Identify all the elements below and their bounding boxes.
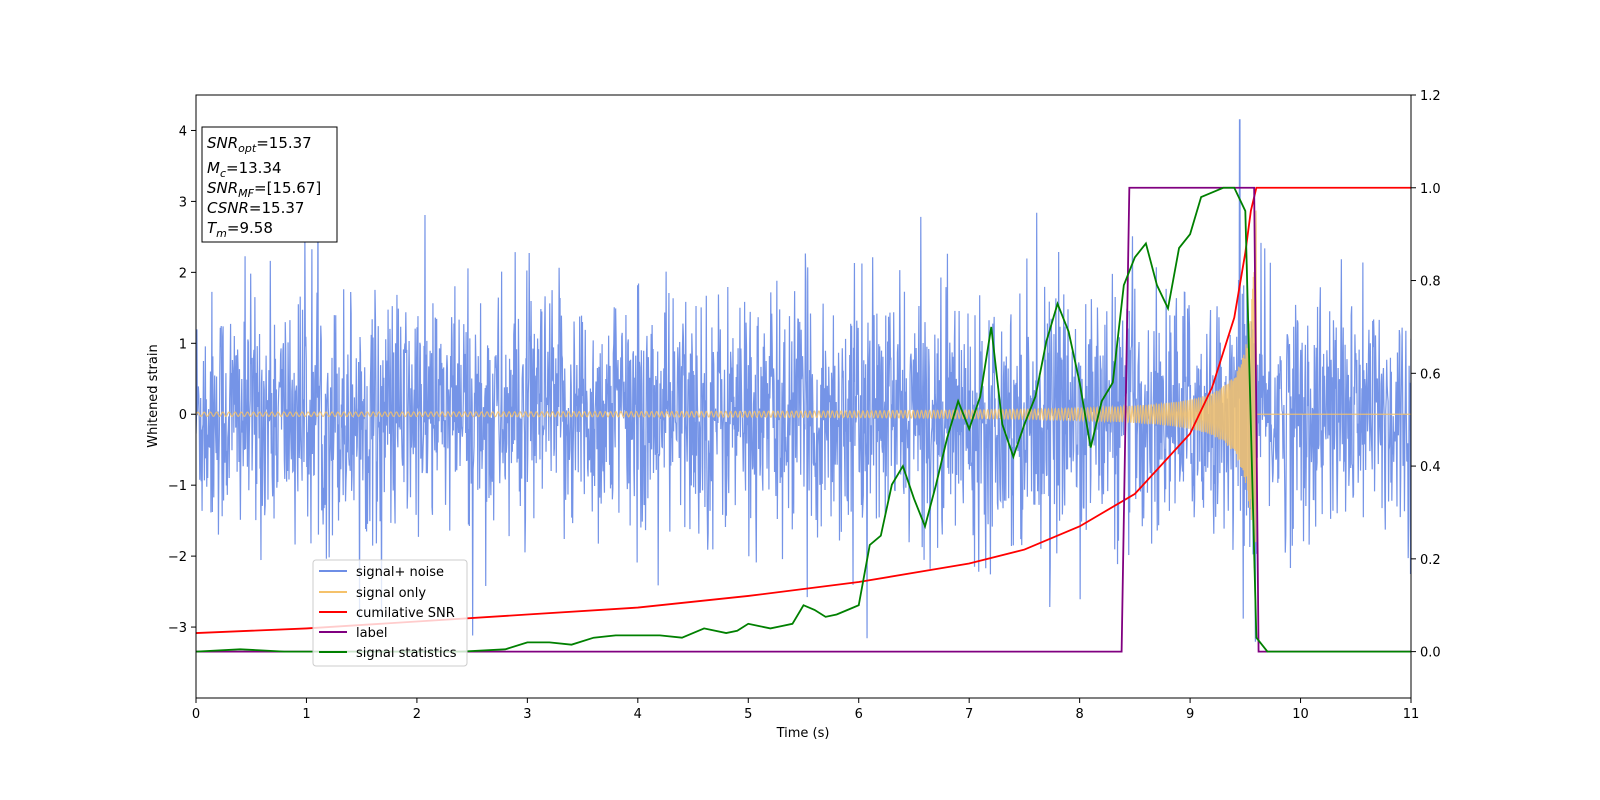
series-signal-statistics: [196, 186, 1411, 653]
series-cumulative-snr: [196, 186, 1411, 634]
x-tick-label: 6: [855, 707, 863, 722]
legend-label-signal-only: signal only: [356, 586, 426, 601]
legend-label-label: label: [356, 626, 387, 641]
left-y-tick-label: −1: [168, 479, 187, 494]
x-tick-label: 5: [744, 707, 752, 722]
x-tick-label: 2: [413, 707, 421, 722]
right-y-tick-label: 0.2: [1420, 553, 1441, 568]
snr-opt-text: SNRopt=15.37: [207, 134, 312, 155]
right-y-tick-label: 0.4: [1420, 460, 1441, 475]
legend-box: [312, 559, 468, 667]
left-y-axis: −3 −2 −1 0 1 2 3 4: [168, 124, 196, 636]
left-y-tick-label: 0: [179, 408, 187, 423]
tm-text: Tm=9.58: [207, 219, 273, 240]
left-y-tick-label: −2: [168, 550, 187, 565]
right-y-tick-label: 0.8: [1420, 275, 1441, 290]
left-y-tick-label: −3: [168, 621, 187, 636]
right-y-tick-label: 0.6: [1420, 367, 1441, 382]
x-tick-label: 1: [302, 707, 310, 722]
right-y-tick-label: 1.0: [1420, 182, 1441, 197]
snr-mf-text: SNRMF=[15.67]: [207, 179, 321, 200]
y-axis-label: Whitened strain: [146, 344, 161, 447]
left-y-tick-label: 1: [179, 337, 187, 352]
legend-label-signal-statistics: signal statistics: [356, 646, 457, 661]
x-tick-label: 7: [965, 707, 973, 722]
legend-label-cumulative-snr: cumilative SNR: [356, 606, 455, 621]
legend: signal+ noise signal only cumilative SNR…: [312, 559, 468, 667]
right-y-tick-label: 1.2: [1420, 89, 1441, 104]
left-y-tick-label: 3: [179, 195, 187, 210]
annotation-box: [201, 126, 338, 243]
csnr-text: CSNR=15.37: [207, 199, 304, 217]
x-tick-label: 11: [1403, 707, 1420, 722]
right-y-axis: 0.0 0.2 0.4 0.6 0.8 1.0 1.2: [1411, 89, 1441, 661]
x-tick-label: 10: [1292, 707, 1309, 722]
x-axis-label: Time (s): [776, 726, 830, 741]
series-signal-only: [196, 210, 1411, 569]
legend-label-signal-noise: signal+ noise: [356, 565, 444, 580]
x-tick-label: 8: [1075, 707, 1083, 722]
x-tick-label: 3: [523, 707, 531, 722]
series-layer: [196, 119, 1411, 653]
x-tick-label: 0: [192, 707, 200, 722]
right-y-tick-label: 0.0: [1420, 646, 1441, 661]
x-axis: 0 1 2 3 4 5 6 7 8 9 10 11: [192, 698, 1419, 722]
left-y-tick-label: 4: [179, 124, 187, 139]
mc-text: Mc=13.34: [207, 159, 282, 180]
left-y-tick-label: 2: [179, 266, 187, 281]
plot-frame: [195, 94, 1412, 699]
x-tick-label: 9: [1186, 707, 1194, 722]
metrics-annotation: SNRopt=15.37 Mc=13.34 SNRMF=[15.67] CSNR…: [201, 126, 338, 243]
x-tick-label: 4: [634, 707, 642, 722]
